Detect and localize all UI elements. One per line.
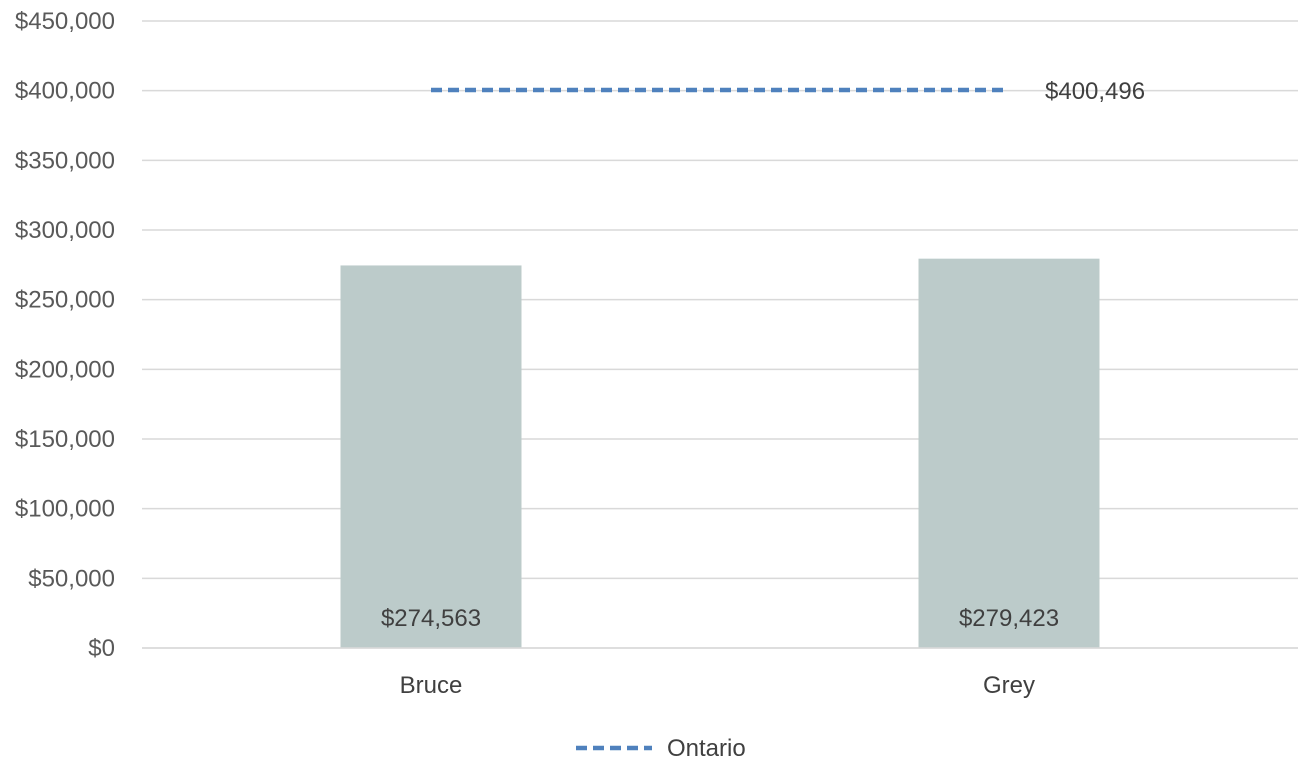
bar-bruce — [340, 265, 522, 648]
ontario-value-label: $400,496 — [1045, 78, 1145, 105]
legend-label-ontario: Ontario — [667, 735, 746, 762]
y-tick-label: $350,000 — [15, 147, 115, 174]
y-tick-label: $50,000 — [28, 565, 115, 592]
gridlines — [142, 20, 1298, 649]
data-label-bruce: $274,563 — [381, 605, 481, 632]
y-tick-label: $300,000 — [15, 217, 115, 244]
y-tick-label: $0 — [88, 635, 115, 662]
ontario-reference-line-group: $400,496 — [431, 78, 1145, 105]
y-tick-label: $100,000 — [15, 496, 115, 523]
x-category-label: Grey — [983, 672, 1035, 699]
y-tick-label: $250,000 — [15, 287, 115, 314]
y-axis: $0 $50,000 $100,000 $150,000 $200,000 $250,00… — [15, 8, 115, 662]
y-tick-label: $400,000 — [15, 78, 115, 105]
data-label-grey: $279,423 — [959, 605, 1059, 632]
legend: Ontario — [576, 735, 746, 762]
x-category-label: Bruce — [400, 672, 463, 699]
x-axis: Bruce Grey — [142, 647, 1298, 699]
y-tick-label: $450,000 — [15, 8, 115, 35]
bar-grey — [918, 258, 1100, 648]
bars: $274,563 $279,423 — [340, 258, 1100, 648]
y-tick-label: $200,000 — [15, 356, 115, 383]
y-tick-label: $150,000 — [15, 426, 115, 453]
